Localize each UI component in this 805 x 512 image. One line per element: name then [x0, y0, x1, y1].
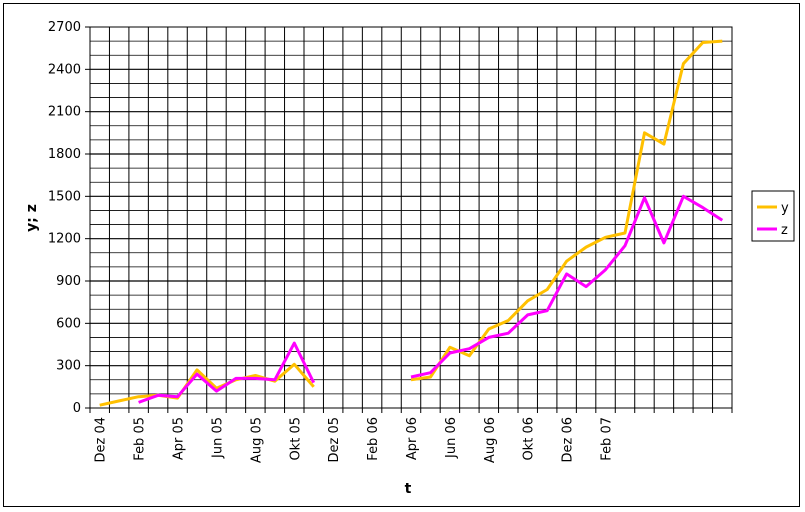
series-lines — [99, 39, 724, 407]
x-tick-label: Feb 06 — [366, 417, 381, 461]
y-tick-label: 1800 — [48, 147, 81, 162]
grid-lines — [90, 27, 732, 408]
y-axis-label: y; z — [24, 204, 40, 232]
x-tick-label: Dez 05 — [327, 417, 342, 463]
y-tick-label: 1200 — [48, 232, 81, 247]
x-tick-label: Feb 05 — [133, 417, 148, 461]
plot-border — [89, 26, 733, 409]
plot-area — [90, 27, 732, 408]
x-tick-label: Okt 05 — [288, 417, 303, 461]
x-axis-ticks: Dez 04 Feb 05 Apr 05 Jun 05 Aug 05 Okt 05 Dez … — [89, 408, 733, 463]
x-tick-label: Jun 06 — [444, 417, 459, 459]
x-tick-label: Jun 05 — [210, 417, 225, 459]
y-tick-label: 300 — [56, 359, 81, 374]
series-line-z — [138, 341, 316, 404]
y-tick-label: 2400 — [48, 62, 81, 77]
x-tick-label: Feb 07 — [600, 417, 615, 461]
y-axis-ticks: 0 300 600 900 1200 1500 1800 2100 2400 2700 — [48, 20, 90, 416]
legend-box — [751, 190, 795, 242]
series-line-y — [99, 362, 315, 407]
x-tick-label: Apr 05 — [172, 417, 187, 460]
x-tick-label: Dez 04 — [94, 417, 109, 463]
x-tick-label: Dez 06 — [561, 417, 576, 463]
x-tick-label: Aug 05 — [249, 417, 264, 463]
x-tick-label: Aug 06 — [483, 417, 498, 463]
y-tick-label: 2700 — [48, 20, 81, 35]
y-tick-label: 900 — [56, 274, 81, 289]
x-tick-label: Okt 06 — [522, 417, 537, 461]
y-tick-label: 600 — [56, 316, 81, 331]
x-tick-label: Apr 06 — [405, 417, 420, 460]
legend: y z — [751, 190, 795, 242]
legend-z-label: z — [781, 223, 788, 238]
y-tick-label: 1500 — [48, 189, 81, 204]
series-line-z — [410, 194, 724, 379]
y-tick-label: 2100 — [48, 105, 81, 120]
y-tick-label: 0 — [73, 401, 81, 416]
series-line-y — [410, 39, 723, 382]
x-axis-label: t — [405, 481, 412, 497]
legend-y-label: y — [781, 201, 789, 216]
